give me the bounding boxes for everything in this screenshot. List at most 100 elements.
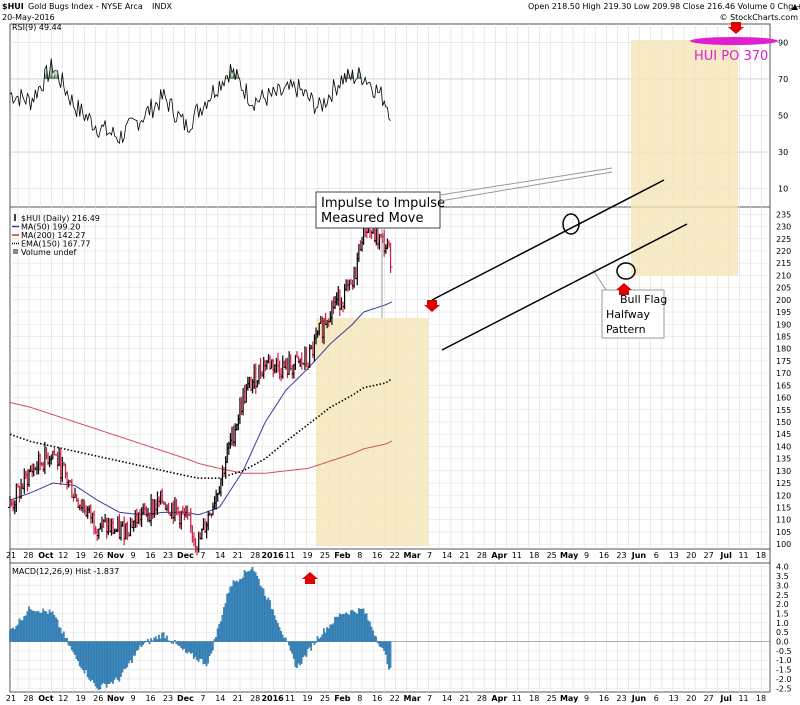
x-tick-label: 14: [215, 551, 225, 560]
macd-hist-bar: [28, 606, 30, 642]
macd-hist-bar: [346, 613, 349, 642]
macd-hist-bar: [37, 610, 40, 642]
price-tick-label: 160: [776, 394, 791, 403]
macd-hist-bar: [62, 631, 65, 642]
macd-hist-bar: [335, 616, 338, 642]
macd-hist-bar: [23, 616, 26, 642]
macd-hist-bar: [270, 608, 273, 642]
macd-hist-bar: [153, 637, 156, 642]
x-tick-label: 12: [58, 694, 68, 703]
legend-item: Volume undef: [21, 248, 76, 257]
macd-hist-bar: [361, 609, 363, 642]
macd-hist-bar: [205, 641, 208, 667]
macd-hist-bar: [191, 641, 194, 653]
macd-hist-bar: [181, 641, 184, 650]
x-tick-label: 16: [599, 694, 609, 703]
rsi-overbought-fill: [231, 73, 233, 79]
macd-hist-bar: [259, 585, 262, 642]
x-tick-label: 18: [529, 551, 539, 560]
macd-hist-bar: [78, 641, 81, 667]
price-tick-label: 145: [776, 430, 791, 439]
date-strip: [9, 548, 771, 564]
macd-hist-bar: [340, 614, 343, 642]
macd-hist-bar: [178, 641, 181, 646]
macd-hist-bar: [357, 608, 360, 642]
macd-hist-bar: [164, 638, 167, 642]
price-tick-label: 130: [776, 467, 791, 476]
macd-hist-bar: [18, 618, 21, 642]
x-tick-label: 11: [512, 694, 522, 703]
x-tick-label: 11: [512, 551, 522, 560]
legend-swatch: [13, 249, 18, 254]
x-tick-label: 18: [529, 694, 539, 703]
macd-hist-bar: [56, 619, 59, 642]
ma200-line: [9, 401, 393, 474]
macd-hist-bar: [202, 641, 205, 665]
legend-item: $HUI (Daily) 216.49: [21, 214, 100, 223]
macd-tick-label: 4.0: [776, 563, 789, 572]
rsi-overbought-fill: [348, 75, 351, 79]
macd-hist-bar: [151, 640, 154, 642]
rsi-overbought-fill: [50, 58, 53, 79]
x-tick-label: 28: [250, 694, 260, 703]
rsi-label: RSI(9) 49.44: [12, 23, 62, 32]
sell-arrow-mar: [424, 300, 440, 312]
x-tick-label: Dec: [177, 551, 194, 560]
x-tick-label: 21: [459, 694, 469, 703]
macd-hist-bar: [77, 641, 79, 662]
macd-hist-bar: [215, 637, 217, 642]
macd-hist-bar: [212, 641, 214, 651]
macd-hist-bar: [367, 620, 370, 642]
macd-hist-bar: [315, 641, 317, 643]
macd-hist-bar: [278, 627, 281, 642]
macd-hist-bar: [258, 578, 260, 642]
price-tick-label: 235: [776, 210, 791, 219]
macd-hist-bar: [383, 641, 385, 651]
x-tick-label: 27: [704, 551, 714, 560]
macd-hist-bar: [251, 567, 254, 642]
x-tick-label: 26: [93, 694, 103, 703]
macd-tick-label: 1.5: [776, 609, 789, 618]
macd-hist-bar: [296, 641, 298, 668]
macd-hist-bar: [216, 628, 219, 642]
price-tick-label: 195: [776, 308, 791, 317]
x-tick-label: 28: [23, 551, 33, 560]
rsi-overbought-fill: [346, 68, 349, 79]
macd-hist-bar: [104, 641, 106, 684]
macd-tick-label: -2.5: [776, 684, 792, 693]
bull-flag-callout: Bull Flag Halfway Pattern: [592, 269, 667, 339]
quote-line: Open 218.50 High 219.30 Low 209.98 Close…: [528, 2, 800, 11]
macd-hist-bar: [83, 641, 86, 674]
x-tick-label: 21: [459, 551, 469, 560]
macd-hist-bar: [126, 641, 129, 668]
macd-hist-bar: [72, 641, 75, 653]
target-box: [631, 40, 738, 276]
rsi-tick-label: 90: [778, 38, 788, 47]
macd-hist-bar: [376, 641, 379, 644]
macd-hist-bar: [351, 610, 354, 642]
x-tick-label: 11: [285, 694, 295, 703]
x-tick-label: Apr: [491, 694, 507, 703]
macd-hist-bar: [150, 638, 152, 642]
macd-hist-bar: [172, 641, 175, 644]
x-tick-label: 18: [756, 551, 766, 560]
macd-hist-bar: [238, 579, 241, 642]
macd-hist-bar: [173, 640, 176, 642]
macd-hist-bar: [318, 638, 320, 642]
x-tick-label: 25: [547, 551, 557, 560]
macd-hist-bar: [58, 627, 60, 642]
macd-hist-bar: [386, 641, 389, 665]
rsi-overbought-fill: [229, 64, 232, 79]
x-tick-label: 22: [390, 694, 400, 703]
macd-hist-bar: [53, 615, 56, 642]
legend-item: MA(200) 142.27: [21, 231, 85, 240]
macd-hist-bar: [110, 641, 113, 682]
macd-hist-bar: [330, 624, 333, 642]
exchange: INDX: [152, 2, 173, 11]
legend-item: MA(50) 199.20: [21, 223, 80, 232]
x-tick-label: 26: [93, 551, 103, 560]
x-tick-label: Jun: [631, 694, 647, 703]
price-tick-label: 190: [776, 320, 791, 329]
x-tick-label: 19: [302, 551, 312, 560]
rsi-panel: [9, 58, 391, 145]
